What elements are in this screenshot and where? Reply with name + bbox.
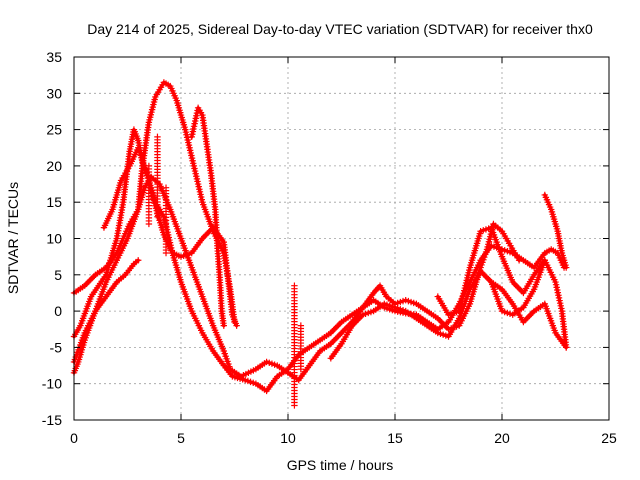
y-tick-label: 5 bbox=[54, 267, 62, 283]
spike-points bbox=[154, 133, 161, 220]
data-point bbox=[563, 344, 570, 351]
series-track-12 bbox=[488, 278, 570, 351]
spike-points bbox=[291, 282, 298, 409]
data-point bbox=[291, 282, 298, 289]
data-series bbox=[70, 79, 570, 409]
data-point bbox=[220, 322, 227, 329]
x-axis: 0 5 10 15 20 25 bbox=[70, 57, 617, 446]
grid-lines bbox=[74, 57, 609, 420]
y-tick-label: 35 bbox=[46, 49, 62, 65]
series-track-5 bbox=[188, 104, 227, 329]
y-axis: -15 -10 -5 0 5 10 15 20 25 30 35 bbox=[42, 49, 609, 428]
x-tick-label: 20 bbox=[494, 430, 510, 446]
y-tick-label: -15 bbox=[42, 412, 62, 428]
y-axis-label: SDTVAR / TECUs bbox=[5, 182, 21, 294]
x-axis-label: GPS time / hours bbox=[287, 457, 394, 473]
y-tick-label: 0 bbox=[54, 303, 62, 319]
data-point bbox=[162, 184, 170, 191]
y-tick-label: -5 bbox=[50, 339, 63, 355]
x-tick-label: 25 bbox=[601, 430, 617, 446]
data-point bbox=[541, 257, 548, 264]
series-track-11 bbox=[541, 191, 570, 271]
spike-points bbox=[297, 322, 305, 373]
spike-points bbox=[145, 162, 153, 228]
y-tick-label: 30 bbox=[46, 85, 62, 101]
x-tick-label: 10 bbox=[280, 430, 296, 446]
x-tick-label: 0 bbox=[70, 430, 78, 446]
series-track-6 bbox=[70, 257, 142, 366]
data-point bbox=[135, 257, 142, 264]
spike-points bbox=[162, 184, 170, 257]
data-point bbox=[563, 264, 570, 271]
y-tick-label: 15 bbox=[46, 194, 62, 210]
data-point bbox=[145, 162, 153, 170]
data-point bbox=[154, 133, 161, 141]
data-point bbox=[297, 322, 305, 329]
x-tick-label: 5 bbox=[177, 430, 185, 446]
chart-title: Day 214 of 2025, Sidereal Day-to-day VTE… bbox=[87, 21, 593, 37]
y-tick-label: -10 bbox=[42, 376, 62, 392]
series-track-10 bbox=[434, 224, 548, 318]
y-tick-label: 20 bbox=[46, 158, 62, 174]
x-tick-label: 15 bbox=[387, 430, 403, 446]
y-tick-label: 10 bbox=[46, 231, 62, 247]
data-point bbox=[515, 257, 523, 264]
data-point bbox=[233, 322, 240, 329]
y-tick-label: 25 bbox=[46, 122, 62, 138]
